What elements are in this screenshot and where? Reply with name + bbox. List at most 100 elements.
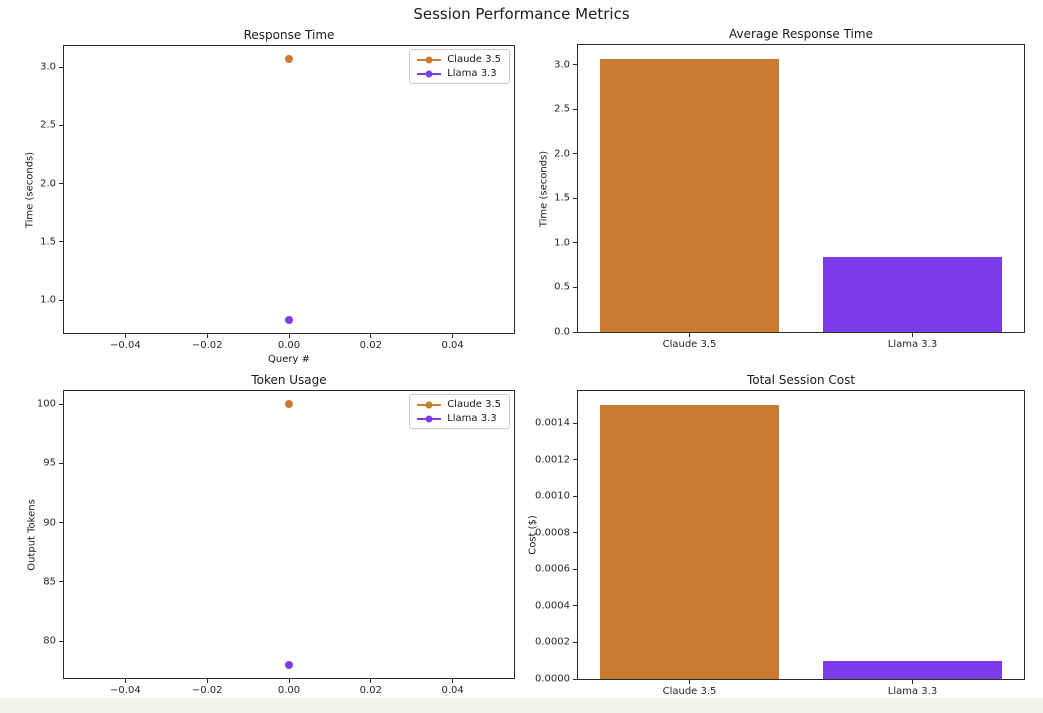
y-tick-mark bbox=[59, 299, 63, 301]
legend-line-marker-icon bbox=[417, 414, 442, 423]
window-edge-strip bbox=[0, 698, 1043, 713]
y-tick-mark bbox=[59, 66, 63, 68]
subplot-title: Average Response Time bbox=[729, 27, 873, 41]
legend: Claude 3.5 Llama 3.3 bbox=[409, 49, 510, 84]
y-tick-mark bbox=[573, 605, 577, 607]
legend: Claude 3.5 Llama 3.3 bbox=[409, 394, 510, 429]
y-tick-mark bbox=[573, 422, 577, 424]
y-tick-label: 0.5 bbox=[554, 281, 570, 293]
y-tick-mark bbox=[573, 532, 577, 534]
subplot-title: Response Time bbox=[243, 28, 335, 42]
y-axis-label: Time (seconds) bbox=[538, 150, 550, 227]
y-tick-mark bbox=[573, 64, 577, 66]
y-tick-mark bbox=[573, 495, 577, 497]
y-tick-mark bbox=[573, 568, 577, 570]
y-tick-mark bbox=[573, 459, 577, 461]
y-tick-mark bbox=[59, 124, 63, 126]
claude-3-5-bar bbox=[600, 404, 779, 679]
y-tick-mark bbox=[573, 286, 577, 288]
y-tick-label: 100 bbox=[36, 398, 56, 410]
subplot-average-response-time: Average Response Time Time (seconds) 0.0… bbox=[539, 27, 1025, 350]
legend-line-marker-icon bbox=[417, 69, 442, 78]
y-tick-label: 0.0008 bbox=[535, 527, 570, 539]
y-tick-mark bbox=[573, 331, 577, 333]
subplot-title: Token Usage bbox=[251, 373, 327, 387]
x-tick-mark bbox=[452, 679, 454, 683]
y-tick-mark bbox=[59, 183, 63, 185]
y-tick-label: 80 bbox=[43, 635, 56, 647]
y-tick-label: 0.0002 bbox=[535, 636, 570, 648]
y-tick-mark bbox=[573, 242, 577, 244]
x-tick-mark bbox=[912, 333, 913, 337]
y-tick-label: 2.0 bbox=[40, 178, 56, 190]
x-tick-mark bbox=[288, 679, 290, 683]
x-tick-mark bbox=[689, 333, 690, 337]
y-tick-label: 1.5 bbox=[40, 236, 56, 248]
y-tick-mark bbox=[573, 678, 577, 680]
y-tick-mark bbox=[59, 241, 63, 243]
x-tick-label: −0.04 bbox=[110, 685, 141, 696]
legend-label: Claude 3.5 bbox=[447, 54, 501, 65]
x-tick-label: −0.04 bbox=[110, 340, 141, 351]
claude-3-5-point bbox=[285, 400, 293, 409]
y-tick-label: 0.0014 bbox=[535, 417, 570, 429]
subplot-response-time: Response Time Time (seconds) Query # 1.0… bbox=[25, 28, 515, 365]
y-tick-label: 2.0 bbox=[554, 148, 570, 160]
category-label: Llama 3.3 bbox=[887, 686, 938, 697]
x-tick-label: 0.00 bbox=[277, 340, 301, 351]
y-tick-label: 0.0004 bbox=[535, 600, 570, 612]
x-tick-mark bbox=[370, 334, 372, 338]
y-tick-label: 1.0 bbox=[554, 237, 570, 249]
category-label: Llama 3.3 bbox=[887, 339, 938, 350]
x-tick-label: 0.02 bbox=[359, 685, 382, 696]
claude-3-5-bar bbox=[600, 58, 779, 332]
x-tick-label: 0.04 bbox=[441, 340, 464, 351]
y-tick-mark bbox=[59, 462, 63, 464]
legend-line-marker-icon bbox=[417, 55, 442, 64]
y-tick-label: 0.0006 bbox=[535, 563, 570, 575]
llama-3-3-bar bbox=[823, 660, 1002, 679]
subplot-total-session-cost: Total Session Cost Cost ($) 0.0000 0.0002… bbox=[528, 373, 1025, 697]
legend-label: Llama 3.3 bbox=[447, 68, 497, 79]
y-tick-mark bbox=[573, 197, 577, 199]
subplot-title: Total Session Cost bbox=[746, 373, 856, 387]
legend-line-marker-icon bbox=[417, 400, 442, 409]
y-tick-label: 0.0000 bbox=[535, 673, 570, 685]
x-tick-mark bbox=[288, 334, 290, 338]
y-tick-label: 0.0012 bbox=[535, 454, 570, 466]
y-tick-mark bbox=[573, 153, 577, 155]
figure-title: Session Performance Metrics bbox=[413, 5, 630, 23]
y-tick-label: 85 bbox=[43, 576, 56, 588]
llama-3-3-point bbox=[285, 660, 293, 669]
y-tick-mark bbox=[59, 581, 63, 583]
legend-label: Claude 3.5 bbox=[447, 399, 501, 410]
y-tick-label: 90 bbox=[43, 517, 56, 529]
x-tick-mark bbox=[452, 334, 454, 338]
y-tick-mark bbox=[59, 522, 63, 524]
y-tick-label: 95 bbox=[43, 457, 56, 469]
y-tick-label: 3.0 bbox=[554, 59, 570, 71]
legend-item: Claude 3.5 bbox=[417, 54, 501, 65]
legend-label: Llama 3.3 bbox=[447, 413, 497, 424]
x-tick-mark bbox=[206, 679, 208, 683]
y-tick-mark bbox=[59, 640, 63, 642]
category-label: Claude 3.5 bbox=[662, 339, 717, 350]
x-tick-mark bbox=[206, 334, 208, 338]
x-tick-mark bbox=[370, 679, 372, 683]
y-tick-label: 0.0010 bbox=[535, 490, 570, 502]
llama-3-3-point bbox=[285, 315, 293, 324]
y-tick-label: 0.0 bbox=[554, 326, 570, 338]
claude-3-5-point bbox=[285, 55, 293, 64]
x-tick-mark bbox=[124, 679, 126, 683]
x-tick-label: −0.02 bbox=[191, 340, 223, 351]
legend-item: Llama 3.3 bbox=[417, 68, 501, 79]
x-tick-label: 0.02 bbox=[359, 340, 382, 351]
y-axis-label: Time (seconds) bbox=[24, 151, 36, 228]
legend-item: Claude 3.5 bbox=[417, 399, 501, 410]
x-tick-mark bbox=[912, 680, 913, 684]
llama-3-3-bar bbox=[823, 257, 1002, 332]
x-tick-label: 0.00 bbox=[277, 685, 301, 696]
x-axis-label: Query # bbox=[268, 354, 310, 365]
legend-item: Llama 3.3 bbox=[417, 413, 501, 424]
